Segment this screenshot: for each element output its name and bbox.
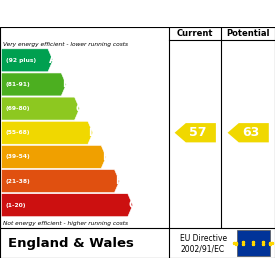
Text: Potential: Potential <box>226 29 270 38</box>
Text: (55-68): (55-68) <box>6 130 30 135</box>
Text: Very energy efficient - lower running costs: Very energy efficient - lower running co… <box>3 42 128 47</box>
Text: Current: Current <box>177 29 213 38</box>
Text: EU Directive: EU Directive <box>180 234 227 243</box>
Text: (69-80): (69-80) <box>6 106 30 111</box>
Text: C: C <box>75 104 82 114</box>
Text: (81-91): (81-91) <box>6 82 30 87</box>
Text: 63: 63 <box>242 126 260 139</box>
Text: B: B <box>62 79 69 90</box>
Polygon shape <box>1 121 93 144</box>
Polygon shape <box>228 123 269 142</box>
Polygon shape <box>1 194 133 217</box>
Text: (1-20): (1-20) <box>6 203 26 208</box>
Text: (92 plus): (92 plus) <box>6 58 36 63</box>
Text: 57: 57 <box>189 126 207 139</box>
Polygon shape <box>1 146 106 168</box>
FancyBboxPatch shape <box>236 230 270 256</box>
Text: F: F <box>115 176 122 186</box>
Text: D: D <box>89 128 97 138</box>
Text: 2002/91/EC: 2002/91/EC <box>180 245 224 254</box>
Text: G: G <box>128 200 136 210</box>
Text: (39-54): (39-54) <box>6 154 30 159</box>
Text: Energy Efficiency Rating: Energy Efficiency Rating <box>36 6 239 21</box>
Polygon shape <box>175 123 216 142</box>
Text: (21-38): (21-38) <box>6 179 30 183</box>
Polygon shape <box>1 49 53 72</box>
Text: A: A <box>48 55 56 65</box>
Polygon shape <box>1 97 79 120</box>
Text: England & Wales: England & Wales <box>8 237 134 250</box>
Text: Not energy efficient - higher running costs: Not energy efficient - higher running co… <box>3 221 128 226</box>
Polygon shape <box>1 73 66 96</box>
Text: E: E <box>102 152 108 162</box>
Polygon shape <box>1 170 119 192</box>
